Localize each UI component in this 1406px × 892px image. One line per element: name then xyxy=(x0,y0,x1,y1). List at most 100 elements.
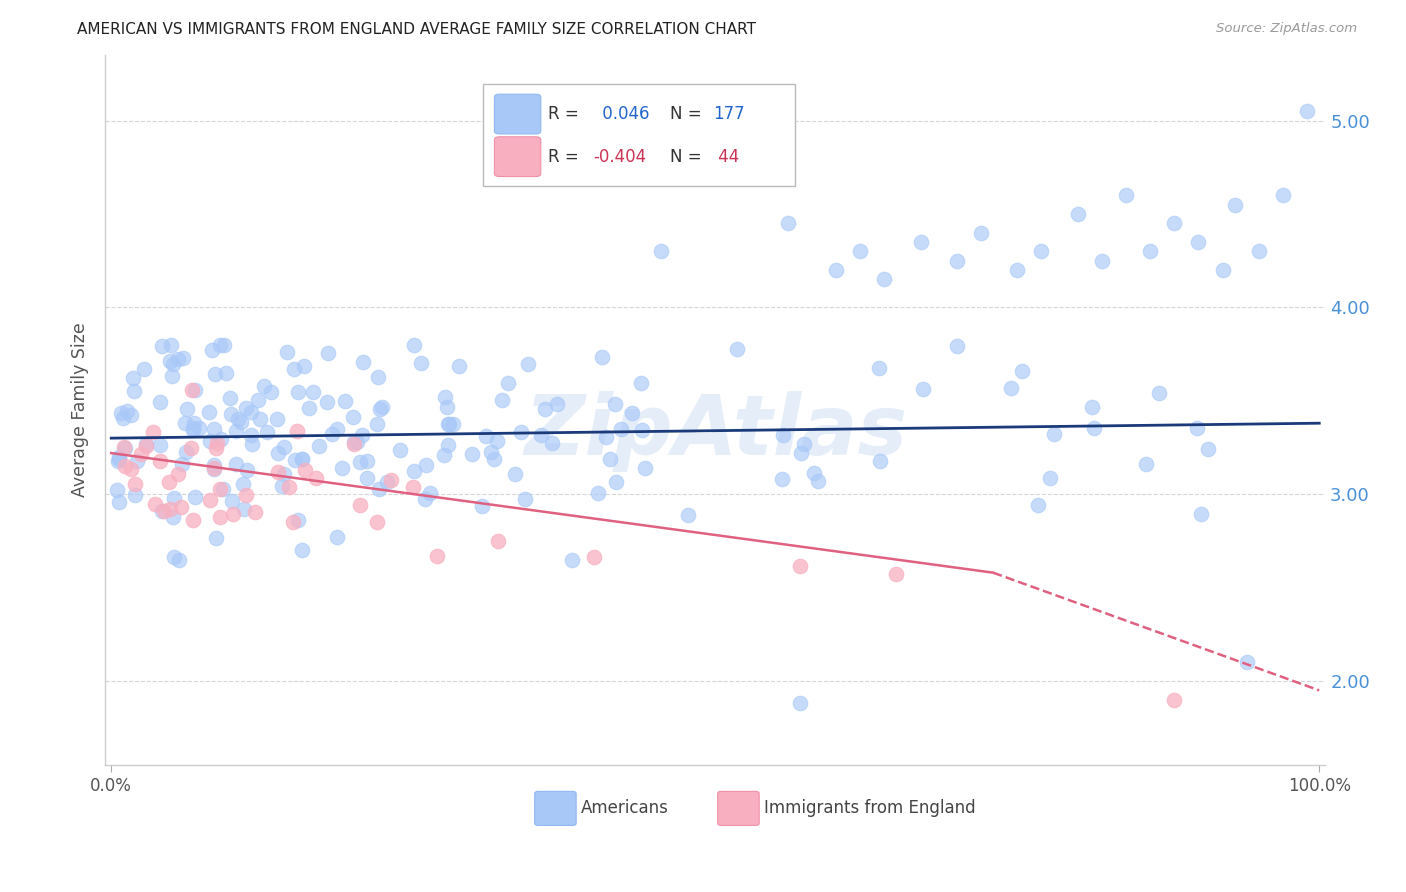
Point xyxy=(326,422,349,436)
Point xyxy=(266,465,288,479)
Point xyxy=(650,244,672,259)
Text: N =: N = xyxy=(671,105,707,123)
Point xyxy=(105,483,128,497)
Point xyxy=(630,376,652,390)
Point xyxy=(482,451,505,466)
Text: R =: R = xyxy=(548,105,583,123)
Point xyxy=(208,509,231,524)
Point xyxy=(346,435,368,450)
Point xyxy=(530,427,553,442)
Text: AMERICAN VS IMMIGRANTS FROM ENGLAND AVERAGE FAMILY SIZE CORRELATION CHART: AMERICAN VS IMMIGRANTS FROM ENGLAND AVER… xyxy=(77,22,756,37)
Point xyxy=(209,433,232,447)
Point xyxy=(142,425,165,439)
Point xyxy=(1026,498,1049,512)
Point xyxy=(534,402,557,417)
Point xyxy=(471,500,494,514)
Point xyxy=(204,368,226,382)
Point xyxy=(1139,244,1161,259)
Point xyxy=(321,426,343,441)
Point xyxy=(107,454,129,468)
Point xyxy=(202,458,225,472)
Point xyxy=(240,436,263,450)
Point xyxy=(181,423,204,437)
Point xyxy=(131,448,153,462)
Point xyxy=(725,342,748,356)
Point xyxy=(610,422,633,436)
Point xyxy=(583,549,606,564)
Point xyxy=(591,350,613,364)
Point xyxy=(239,428,262,442)
Point xyxy=(366,515,388,529)
Point xyxy=(236,463,259,477)
Point xyxy=(287,384,309,399)
Point xyxy=(1031,244,1053,259)
Point xyxy=(107,450,129,464)
Point xyxy=(281,516,304,530)
Text: N =: N = xyxy=(671,148,707,166)
Point xyxy=(162,369,184,384)
Point xyxy=(115,404,138,418)
Point xyxy=(202,462,225,476)
Point xyxy=(215,367,238,381)
Point xyxy=(124,488,146,502)
Point xyxy=(434,390,457,404)
Point xyxy=(486,533,509,548)
Point xyxy=(375,475,398,489)
Point xyxy=(388,442,411,457)
Point xyxy=(135,437,157,451)
Point xyxy=(869,454,891,468)
Point xyxy=(402,337,425,351)
Point xyxy=(276,345,298,359)
Point xyxy=(1043,427,1066,442)
Point xyxy=(159,502,181,516)
Point xyxy=(776,216,799,230)
Point xyxy=(233,502,256,516)
Point xyxy=(515,492,537,507)
Point xyxy=(330,460,353,475)
Point xyxy=(184,384,207,398)
Point xyxy=(367,370,389,384)
Point xyxy=(411,356,433,370)
Point xyxy=(212,337,235,351)
Point xyxy=(546,397,568,411)
Point xyxy=(366,417,388,431)
Point xyxy=(145,497,167,511)
Point xyxy=(114,459,136,474)
Point xyxy=(541,436,564,450)
Point xyxy=(825,263,848,277)
Point xyxy=(183,512,205,526)
Point xyxy=(110,406,132,420)
Point xyxy=(1135,457,1157,471)
Point xyxy=(267,446,290,460)
Point xyxy=(162,510,184,524)
Point xyxy=(159,354,181,368)
Point xyxy=(198,434,221,448)
Point xyxy=(1272,188,1295,202)
Point xyxy=(437,417,460,432)
Point xyxy=(197,405,219,419)
FancyBboxPatch shape xyxy=(717,791,759,825)
Point xyxy=(1149,385,1171,400)
Point xyxy=(205,531,228,545)
Point xyxy=(415,458,437,473)
Point xyxy=(135,439,157,453)
Point xyxy=(356,471,378,485)
Point xyxy=(1223,197,1246,211)
Point xyxy=(283,361,305,376)
Point xyxy=(180,383,202,397)
Point xyxy=(1083,421,1105,435)
Point xyxy=(911,383,934,397)
Point xyxy=(439,417,461,432)
Point xyxy=(231,415,253,429)
Point xyxy=(368,401,391,416)
Point xyxy=(1187,235,1209,249)
Point xyxy=(202,461,225,475)
Point xyxy=(1163,216,1185,230)
Point xyxy=(678,508,700,523)
Point xyxy=(886,567,908,582)
Point xyxy=(170,500,193,514)
Point xyxy=(599,452,621,467)
Point xyxy=(284,453,307,467)
Point xyxy=(287,513,309,527)
Point xyxy=(1011,364,1033,378)
